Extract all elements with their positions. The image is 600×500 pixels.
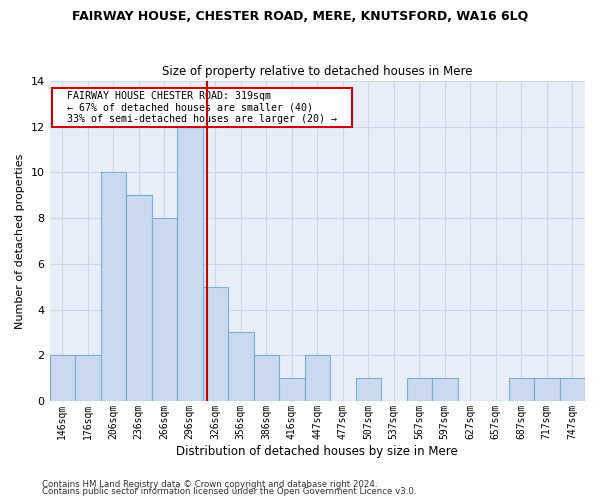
Bar <box>75 355 101 401</box>
Bar <box>50 355 75 401</box>
Bar <box>407 378 432 401</box>
Text: FAIRWAY HOUSE CHESTER ROAD: 319sqm  
  ← 67% of detached houses are smaller (40): FAIRWAY HOUSE CHESTER ROAD: 319sqm ← 67%… <box>55 90 349 124</box>
Bar <box>560 378 585 401</box>
Bar <box>152 218 177 401</box>
Text: Contains HM Land Registry data © Crown copyright and database right 2024.: Contains HM Land Registry data © Crown c… <box>42 480 377 489</box>
Bar <box>432 378 458 401</box>
Bar <box>254 355 279 401</box>
Y-axis label: Number of detached properties: Number of detached properties <box>15 154 25 328</box>
Bar <box>126 196 152 401</box>
X-axis label: Distribution of detached houses by size in Mere: Distribution of detached houses by size … <box>176 444 458 458</box>
Bar <box>203 286 228 401</box>
Bar <box>509 378 534 401</box>
Bar <box>101 172 126 401</box>
Bar <box>177 126 203 401</box>
Title: Size of property relative to detached houses in Mere: Size of property relative to detached ho… <box>162 66 473 78</box>
Bar <box>356 378 381 401</box>
Bar <box>228 332 254 401</box>
Bar <box>305 355 330 401</box>
Text: FAIRWAY HOUSE, CHESTER ROAD, MERE, KNUTSFORD, WA16 6LQ: FAIRWAY HOUSE, CHESTER ROAD, MERE, KNUTS… <box>72 10 528 23</box>
Bar <box>534 378 560 401</box>
Bar <box>279 378 305 401</box>
Text: Contains public sector information licensed under the Open Government Licence v3: Contains public sector information licen… <box>42 487 416 496</box>
